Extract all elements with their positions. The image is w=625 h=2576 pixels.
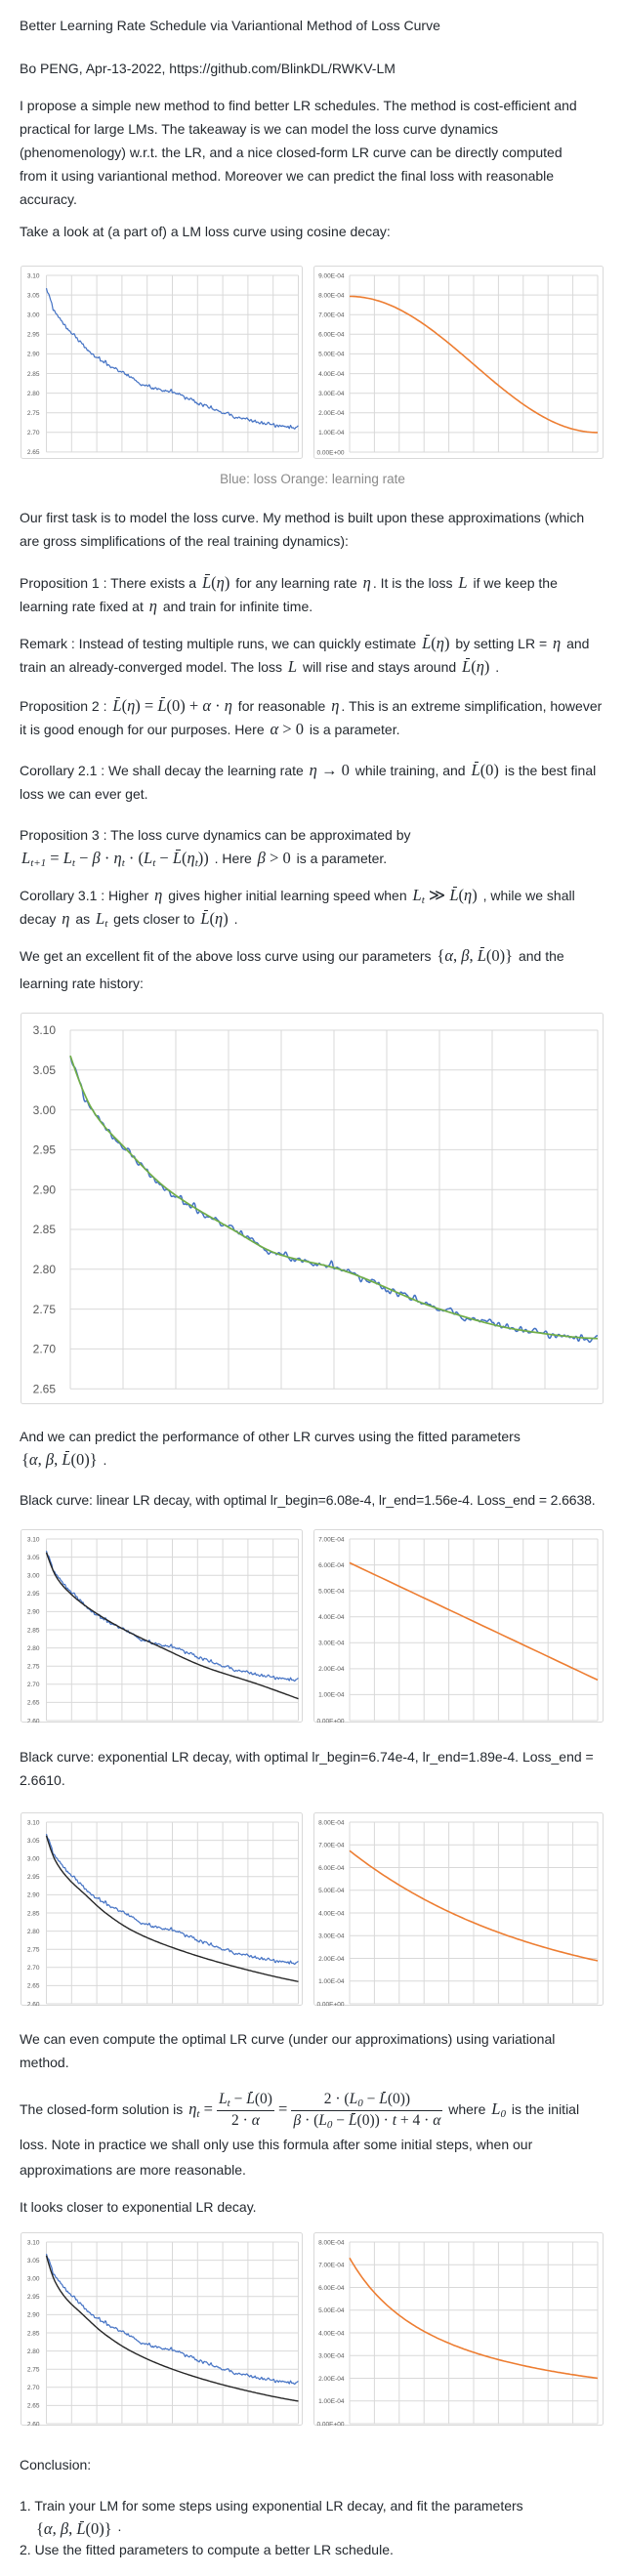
svg-text:0.00E+00: 0.00E+00 bbox=[316, 2421, 344, 2426]
svg-text:2.90: 2.90 bbox=[27, 1892, 40, 1899]
svg-text:4.00E-04: 4.00E-04 bbox=[318, 1910, 345, 1917]
svg-text:2.80: 2.80 bbox=[27, 391, 40, 397]
svg-text:2.75: 2.75 bbox=[27, 1947, 40, 1954]
svg-text:2.75: 2.75 bbox=[27, 1664, 40, 1671]
svg-text:3.00: 3.00 bbox=[27, 2275, 40, 2282]
svg-text:2.60: 2.60 bbox=[27, 2001, 40, 2006]
svg-text:3.00: 3.00 bbox=[27, 1856, 40, 1863]
svg-text:3.10: 3.10 bbox=[27, 272, 40, 279]
svg-text:3.00E-04: 3.00E-04 bbox=[318, 2352, 345, 2359]
svg-text:2.85: 2.85 bbox=[27, 1910, 40, 1917]
svg-text:4.00E-04: 4.00E-04 bbox=[318, 1614, 345, 1621]
svg-text:2.00E-04: 2.00E-04 bbox=[318, 1956, 345, 1963]
svg-text:2.00E-04: 2.00E-04 bbox=[318, 2376, 345, 2383]
svg-text:2.90: 2.90 bbox=[27, 352, 40, 358]
svg-text:0.00E+00: 0.00E+00 bbox=[316, 2001, 344, 2006]
svg-text:2.95: 2.95 bbox=[27, 332, 40, 339]
svg-text:5.00E-04: 5.00E-04 bbox=[318, 2307, 345, 2314]
svg-text:2.95: 2.95 bbox=[33, 1143, 57, 1157]
svg-text:2.80: 2.80 bbox=[27, 1645, 40, 1652]
svg-text:2.85: 2.85 bbox=[27, 1627, 40, 1634]
svg-text:6.00E-04: 6.00E-04 bbox=[318, 2285, 345, 2292]
svg-text:2.00E-04: 2.00E-04 bbox=[318, 410, 345, 417]
svg-text:0.00E+00: 0.00E+00 bbox=[316, 449, 344, 456]
svg-text:4.00E-04: 4.00E-04 bbox=[318, 2330, 345, 2337]
svg-text:6.00E-04: 6.00E-04 bbox=[318, 1865, 345, 1872]
svg-text:2.70: 2.70 bbox=[27, 2385, 40, 2391]
svg-text:4.00E-04: 4.00E-04 bbox=[318, 371, 345, 378]
svg-text:5.00E-04: 5.00E-04 bbox=[318, 1588, 345, 1595]
svg-text:0.00E+00: 0.00E+00 bbox=[316, 1718, 344, 1723]
svg-text:2.65: 2.65 bbox=[27, 1983, 40, 1990]
svg-text:2.65: 2.65 bbox=[33, 1382, 57, 1395]
svg-text:1.00E-04: 1.00E-04 bbox=[318, 430, 345, 436]
svg-text:2.90: 2.90 bbox=[33, 1183, 57, 1196]
svg-text:6.00E-04: 6.00E-04 bbox=[318, 1562, 345, 1569]
svg-text:5.00E-04: 5.00E-04 bbox=[318, 352, 345, 358]
svg-text:2.85: 2.85 bbox=[27, 371, 40, 378]
svg-text:3.00E-04: 3.00E-04 bbox=[318, 1641, 345, 1647]
svg-text:3.10: 3.10 bbox=[27, 1536, 40, 1543]
svg-text:2.70: 2.70 bbox=[27, 1682, 40, 1688]
svg-text:2.75: 2.75 bbox=[27, 410, 40, 417]
svg-text:3.00: 3.00 bbox=[27, 1573, 40, 1580]
svg-text:2.80: 2.80 bbox=[33, 1263, 57, 1276]
svg-text:2.90: 2.90 bbox=[27, 1609, 40, 1616]
svg-text:3.00: 3.00 bbox=[27, 312, 40, 319]
svg-text:7.00E-04: 7.00E-04 bbox=[318, 1536, 345, 1543]
svg-text:1.00E-04: 1.00E-04 bbox=[318, 2398, 345, 2405]
svg-text:3.05: 3.05 bbox=[33, 1063, 57, 1077]
svg-text:3.05: 3.05 bbox=[27, 292, 40, 299]
svg-text:3.10: 3.10 bbox=[33, 1023, 57, 1037]
svg-text:2.95: 2.95 bbox=[27, 2294, 40, 2301]
svg-text:1.00E-04: 1.00E-04 bbox=[318, 1692, 345, 1699]
svg-text:2.70: 2.70 bbox=[33, 1343, 57, 1356]
svg-text:2.75: 2.75 bbox=[27, 2366, 40, 2373]
svg-text:2.60: 2.60 bbox=[27, 2421, 40, 2426]
svg-text:7.00E-04: 7.00E-04 bbox=[318, 1843, 345, 1849]
svg-text:7.00E-04: 7.00E-04 bbox=[318, 2262, 345, 2268]
svg-text:2.70: 2.70 bbox=[27, 430, 40, 436]
svg-text:5.00E-04: 5.00E-04 bbox=[318, 1888, 345, 1894]
svg-text:3.10: 3.10 bbox=[27, 2239, 40, 2246]
svg-text:1.00E-04: 1.00E-04 bbox=[318, 1978, 345, 1985]
svg-text:2.65: 2.65 bbox=[27, 449, 40, 456]
svg-text:2.00E-04: 2.00E-04 bbox=[318, 1666, 345, 1673]
svg-text:2.70: 2.70 bbox=[27, 1965, 40, 1972]
svg-text:3.05: 3.05 bbox=[27, 1555, 40, 1561]
svg-text:3.00E-04: 3.00E-04 bbox=[318, 391, 345, 397]
svg-text:8.00E-04: 8.00E-04 bbox=[318, 2239, 345, 2246]
svg-text:9.00E-04: 9.00E-04 bbox=[318, 272, 345, 279]
svg-text:2.60: 2.60 bbox=[27, 1718, 40, 1723]
svg-text:2.95: 2.95 bbox=[27, 1874, 40, 1881]
svg-text:3.00: 3.00 bbox=[33, 1103, 57, 1117]
svg-text:2.85: 2.85 bbox=[27, 2330, 40, 2337]
svg-text:2.80: 2.80 bbox=[27, 2348, 40, 2355]
svg-text:3.05: 3.05 bbox=[27, 1838, 40, 1845]
svg-text:2.65: 2.65 bbox=[27, 1700, 40, 1707]
svg-text:2.85: 2.85 bbox=[33, 1223, 57, 1236]
svg-text:2.95: 2.95 bbox=[27, 1591, 40, 1598]
svg-text:3.00E-04: 3.00E-04 bbox=[318, 1933, 345, 1940]
svg-text:2.65: 2.65 bbox=[27, 2403, 40, 2410]
svg-text:2.75: 2.75 bbox=[33, 1303, 57, 1316]
svg-text:2.80: 2.80 bbox=[27, 1929, 40, 1935]
svg-text:8.00E-04: 8.00E-04 bbox=[318, 292, 345, 299]
svg-text:2.90: 2.90 bbox=[27, 2312, 40, 2319]
svg-text:6.00E-04: 6.00E-04 bbox=[318, 332, 345, 339]
svg-text:3.05: 3.05 bbox=[27, 2258, 40, 2264]
svg-text:3.10: 3.10 bbox=[27, 1819, 40, 1826]
svg-text:8.00E-04: 8.00E-04 bbox=[318, 1819, 345, 1826]
svg-text:7.00E-04: 7.00E-04 bbox=[318, 312, 345, 319]
